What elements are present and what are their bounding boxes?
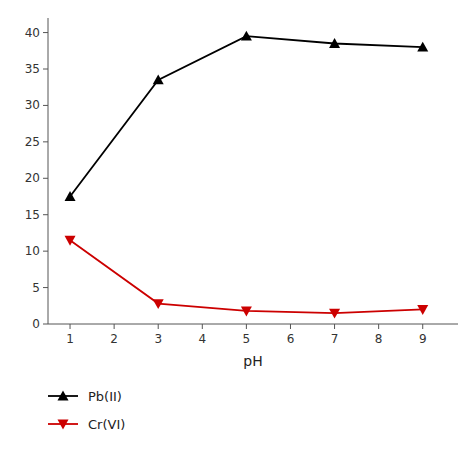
series-point <box>329 309 340 319</box>
y-tick <box>43 324 48 325</box>
y-tick <box>43 178 48 179</box>
x-tick-label: 7 <box>331 332 339 346</box>
x-tick <box>422 324 423 329</box>
series-point <box>241 306 252 316</box>
series-line <box>70 240 423 313</box>
x-tick-label: 1 <box>66 332 74 346</box>
x-tick <box>334 324 335 329</box>
x-axis-label: pH <box>243 353 262 369</box>
series-point <box>417 42 428 52</box>
x-tick-label: 4 <box>198 332 206 346</box>
x-tick <box>290 324 291 329</box>
series-point <box>153 299 164 309</box>
y-tick-label: 10 <box>25 244 40 258</box>
y-tick-label: 25 <box>25 135 40 149</box>
series-point <box>329 38 340 48</box>
y-tick-label: 5 <box>32 281 40 295</box>
y-tick-label: 30 <box>25 98 40 112</box>
x-tick-label: 5 <box>243 332 251 346</box>
x-tick-label: 8 <box>375 332 383 346</box>
x-tick <box>202 324 203 329</box>
x-tick-label: 2 <box>110 332 118 346</box>
x-tick <box>378 324 379 329</box>
x-tick-label: 3 <box>154 332 162 346</box>
y-tick <box>43 287 48 288</box>
x-axis-line <box>48 324 458 325</box>
legend-marker <box>58 420 69 430</box>
y-tick-label: 15 <box>25 208 40 222</box>
series-point <box>153 74 164 84</box>
series-point <box>65 191 76 201</box>
x-tick <box>246 324 247 329</box>
y-tick-label: 40 <box>25 26 40 40</box>
legend-label: Pb(II) <box>88 389 122 404</box>
chart-container: 1 2 3 4 5 6 7 8 9 0 5 10 15 20 25 30 35 40 pH Pb(II) Cr(VI) <box>0 0 474 474</box>
y-axis-line <box>48 18 49 324</box>
plot-area <box>65 31 429 319</box>
x-tick-label: 9 <box>419 332 427 346</box>
legend: Pb(II) Cr(VI) <box>48 389 125 432</box>
y-tick <box>43 141 48 142</box>
series-point <box>241 31 252 41</box>
series-point <box>417 305 428 315</box>
y-tick <box>43 105 48 106</box>
x-tick <box>114 324 115 329</box>
y-tick <box>43 69 48 70</box>
x-tick <box>158 324 159 329</box>
series-point <box>65 236 76 246</box>
series-line <box>70 36 423 196</box>
legend-label: Cr(VI) <box>88 417 125 432</box>
y-tick-label: 20 <box>25 171 40 185</box>
x-tick-label: 6 <box>287 332 295 346</box>
y-tick <box>43 214 48 215</box>
y-tick <box>43 251 48 252</box>
chart: 1 2 3 4 5 6 7 8 9 0 5 10 15 20 25 30 35 40 pH Pb(II) Cr(VI) <box>0 0 474 474</box>
y-tick <box>43 32 48 33</box>
y-tick-label: 0 <box>32 317 40 331</box>
y-tick-label: 35 <box>25 62 40 76</box>
x-tick <box>70 324 71 329</box>
legend-marker <box>58 391 69 401</box>
